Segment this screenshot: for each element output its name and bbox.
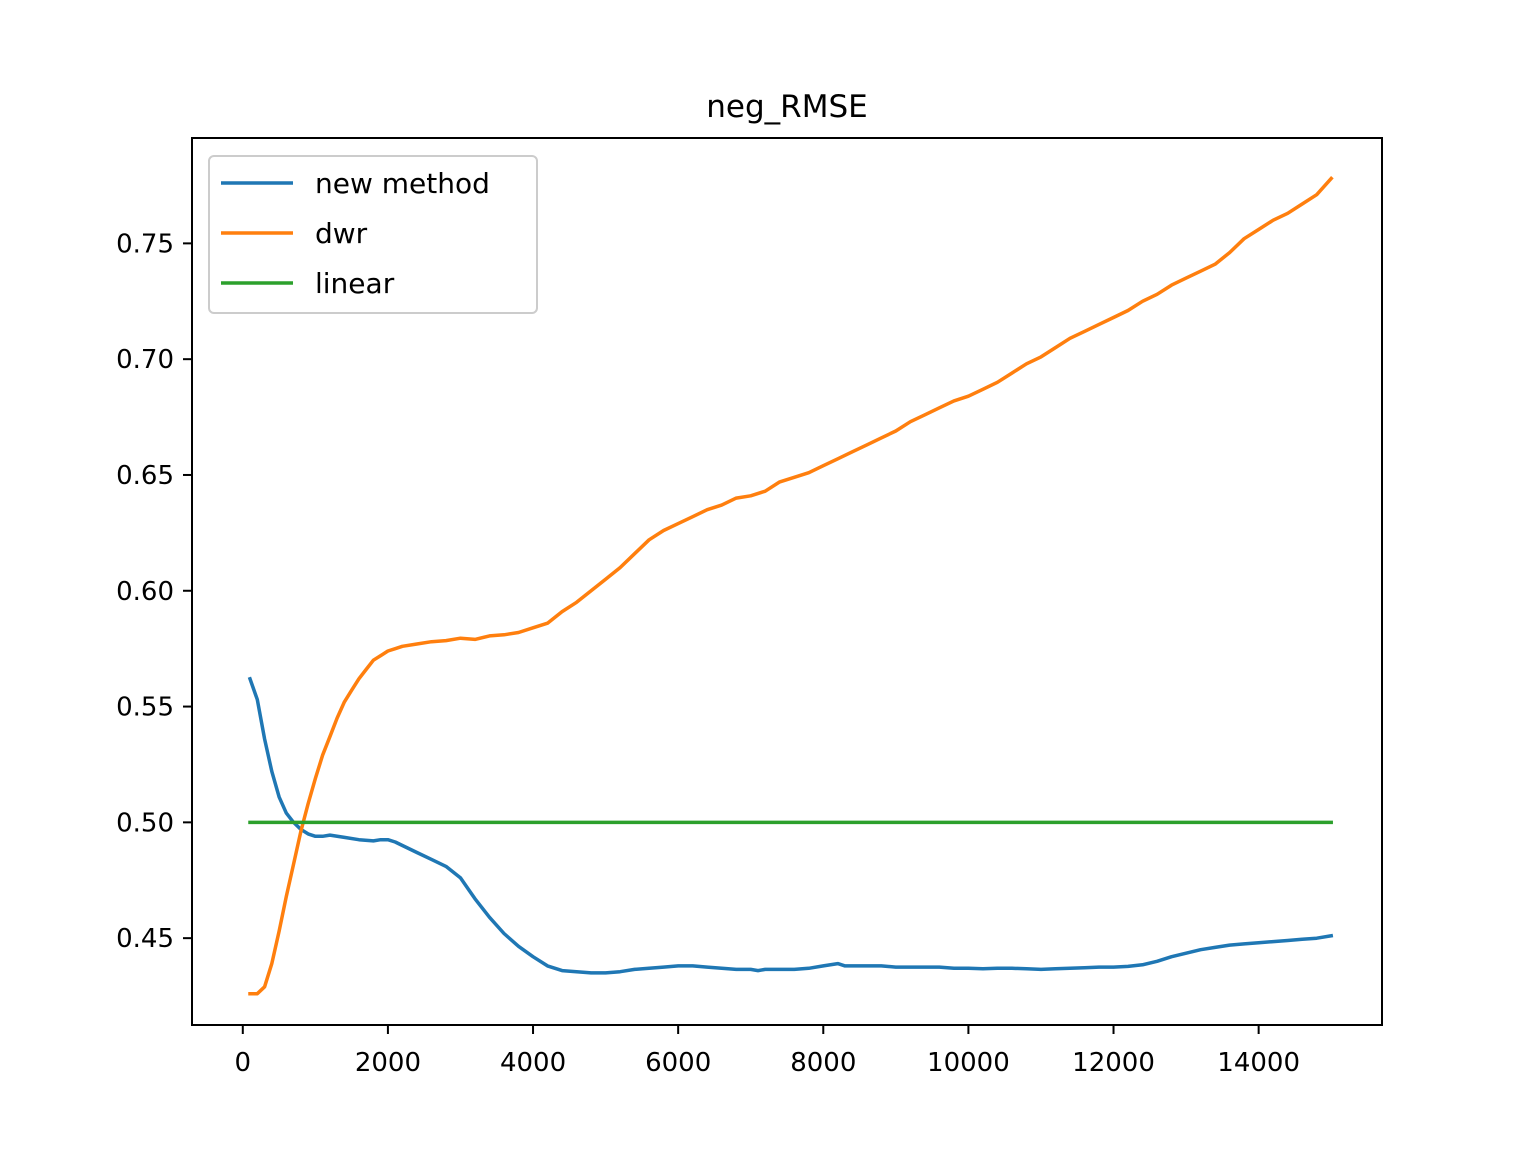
y-tick-label: 0.65 bbox=[116, 461, 174, 491]
legend: new method dwr linear bbox=[208, 155, 538, 314]
x-tick-label: 12000 bbox=[1072, 1048, 1155, 1078]
x-tick-label: 10000 bbox=[927, 1048, 1010, 1078]
x-tick-label: 0 bbox=[235, 1048, 252, 1078]
series-line-dwr bbox=[248, 176, 1334, 996]
y-tick-label: 0.45 bbox=[116, 924, 174, 954]
chart-title: neg_RMSE bbox=[706, 89, 867, 125]
y-tick-label: 0.55 bbox=[116, 693, 174, 723]
x-tick-label: 14000 bbox=[1217, 1048, 1300, 1078]
x-tick-label: 8000 bbox=[790, 1048, 856, 1078]
legend-label: dwr bbox=[315, 217, 368, 250]
x-tick-label: 6000 bbox=[645, 1048, 711, 1078]
x-tick-label: 4000 bbox=[500, 1048, 566, 1078]
y-tick-label: 0.50 bbox=[116, 808, 174, 838]
plot-frame bbox=[191, 137, 1383, 1026]
legend-label: linear bbox=[315, 267, 395, 300]
legend-label: new method bbox=[315, 167, 490, 200]
y-tick-label: 0.75 bbox=[116, 229, 174, 259]
axes-layer: 0 2000 4000 6000 8000 10000 12000 14000 0.45 0.50… bbox=[116, 137, 1383, 1078]
y-tick-label: 0.70 bbox=[116, 345, 174, 375]
series-line-new-method bbox=[247, 676, 1334, 975]
legend-box bbox=[208, 155, 538, 314]
y-tick-label: 0.60 bbox=[116, 577, 174, 607]
x-tick-label: 2000 bbox=[355, 1048, 421, 1078]
series-layer bbox=[247, 176, 1334, 996]
